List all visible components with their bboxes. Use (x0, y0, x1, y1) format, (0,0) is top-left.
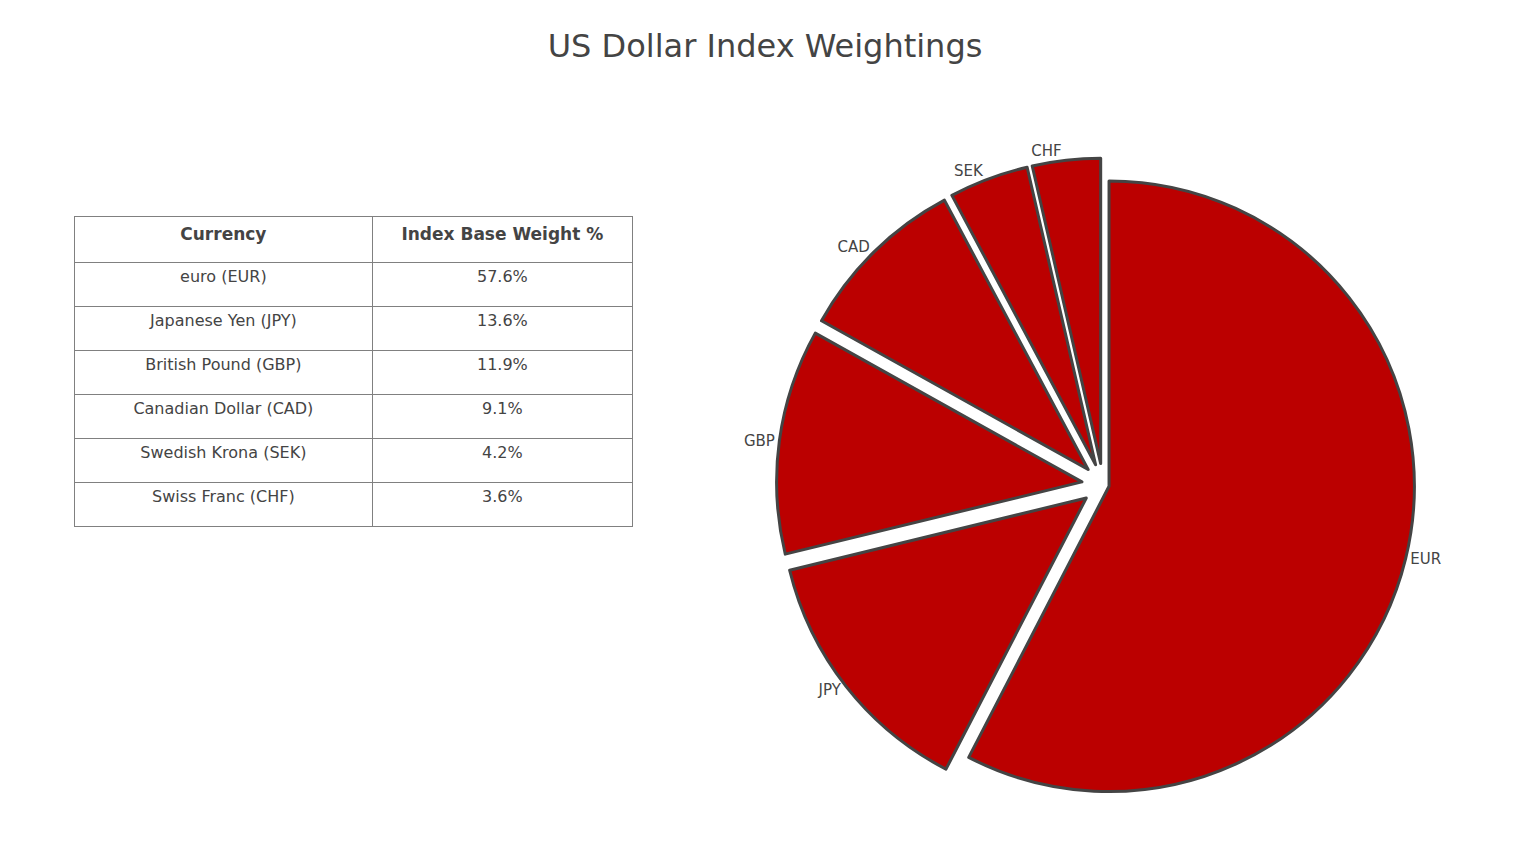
svg-text:euro (EUR): euro (EUR) (180, 267, 267, 286)
svg-text:Swiss Franc (CHF): Swiss Franc (CHF) (152, 487, 295, 506)
svg-text:11.9%: 11.9% (477, 355, 528, 374)
svg-text:Canadian Dollar (CAD): Canadian Dollar (CAD) (133, 399, 313, 418)
svg-text:Swedish Krona (SEK): Swedish Krona (SEK) (140, 443, 306, 462)
svg-text:EUR: EUR (1410, 550, 1441, 568)
svg-text:Index Base Weight %: Index Base Weight % (401, 224, 603, 244)
svg-text:CAD: CAD (837, 238, 869, 256)
svg-text:13.6%: 13.6% (477, 311, 528, 330)
svg-text:3.6%: 3.6% (482, 487, 523, 506)
svg-text:British Pound (GBP): British Pound (GBP) (145, 355, 301, 374)
svg-text:US Dollar Index Weightings: US Dollar Index Weightings (548, 27, 983, 65)
svg-text:CHF: CHF (1031, 142, 1061, 160)
svg-text:57.6%: 57.6% (477, 267, 528, 286)
svg-text:Japanese Yen (JPY): Japanese Yen (JPY) (149, 311, 297, 330)
svg-text:9.1%: 9.1% (482, 399, 523, 418)
svg-text:GBP: GBP (744, 432, 775, 450)
svg-text:4.2%: 4.2% (482, 443, 523, 462)
svg-text:Currency: Currency (180, 224, 266, 244)
svg-text:JPY: JPY (818, 681, 842, 699)
svg-text:SEK: SEK (954, 162, 984, 180)
